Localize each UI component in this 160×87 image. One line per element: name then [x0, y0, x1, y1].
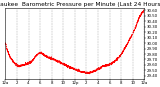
Title: Milwaukee  Barometric Pressure per Minute (Last 24 Hours): Milwaukee Barometric Pressure per Minute… [0, 2, 160, 7]
